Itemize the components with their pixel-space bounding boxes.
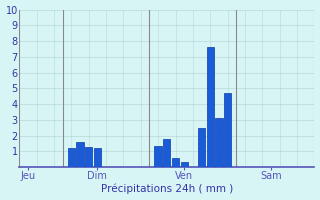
Bar xyxy=(68,148,75,167)
Bar xyxy=(94,148,101,167)
Bar xyxy=(207,47,214,167)
Bar xyxy=(215,118,223,167)
Bar xyxy=(172,158,179,167)
X-axis label: Précipitations 24h ( mm ): Précipitations 24h ( mm ) xyxy=(101,184,233,194)
Bar xyxy=(198,128,205,167)
Bar xyxy=(76,142,84,167)
Bar xyxy=(155,146,162,167)
Bar xyxy=(163,139,171,167)
Bar xyxy=(224,93,231,167)
Bar xyxy=(85,147,92,167)
Bar xyxy=(180,162,188,167)
